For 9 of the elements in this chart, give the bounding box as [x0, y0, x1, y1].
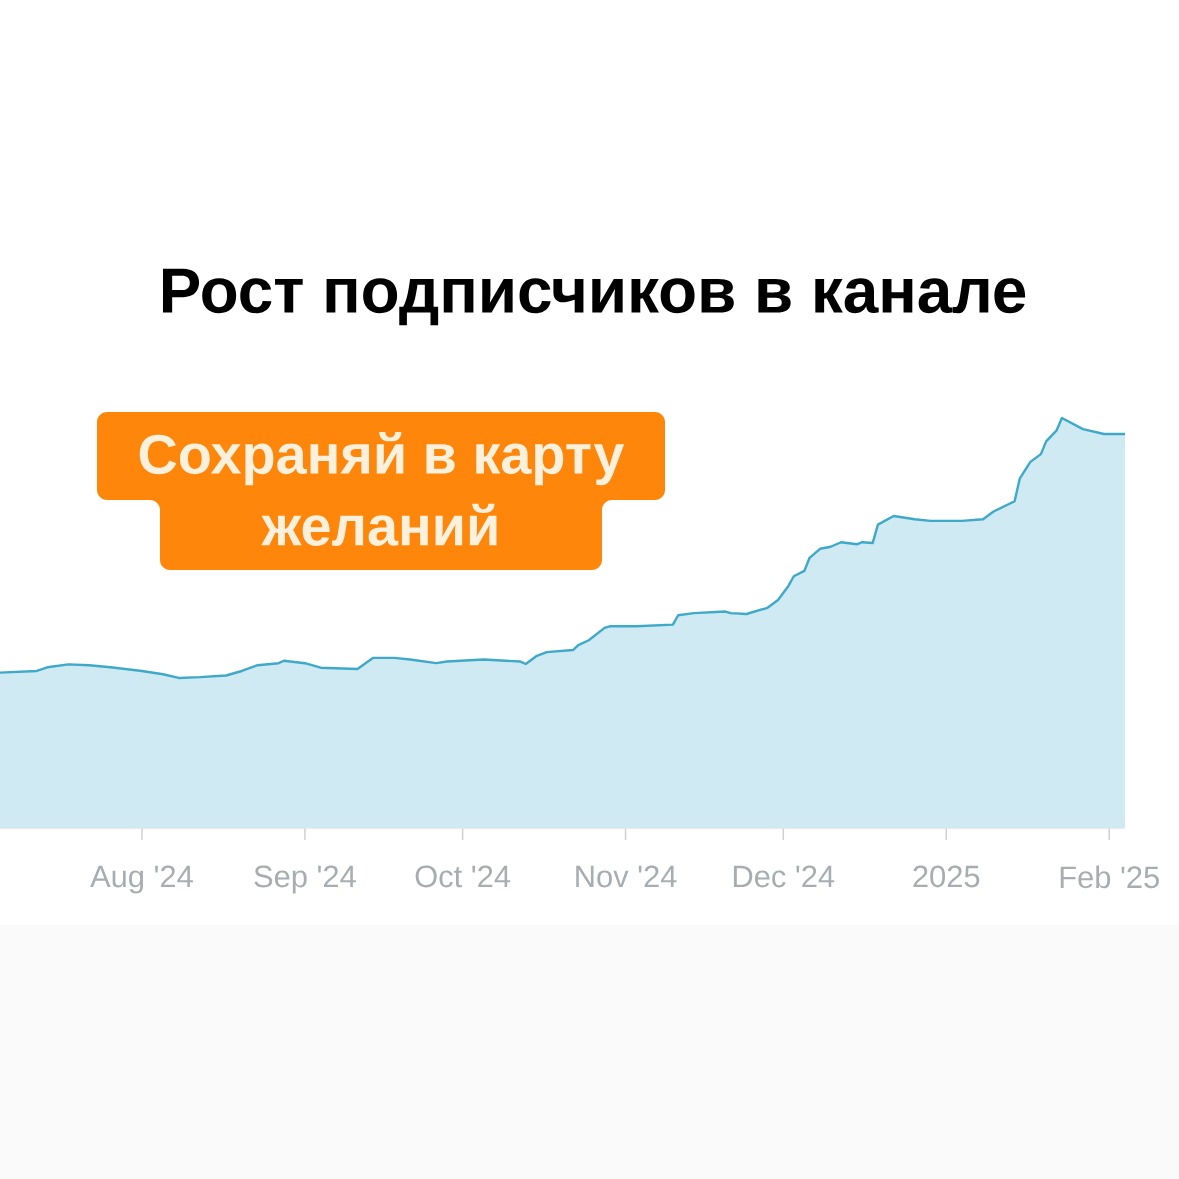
- x-tick-label: Nov '24: [576, 865, 677, 888]
- annotation: Сохраняй в карту желаний: [139, 432, 625, 546]
- x-tick-label: Feb '25: [1060, 865, 1159, 889]
- x-tick-label: 2025: [913, 865, 980, 888]
- x-tick-label: Dec '24: [733, 865, 835, 888]
- x-tick-label: Oct '24: [415, 865, 511, 888]
- x-tick-label: Aug '24: [90, 865, 193, 894]
- x-tick-label: Sep '24: [254, 865, 356, 894]
- chart-title: Рост подписчиков в канале: [162, 268, 1026, 326]
